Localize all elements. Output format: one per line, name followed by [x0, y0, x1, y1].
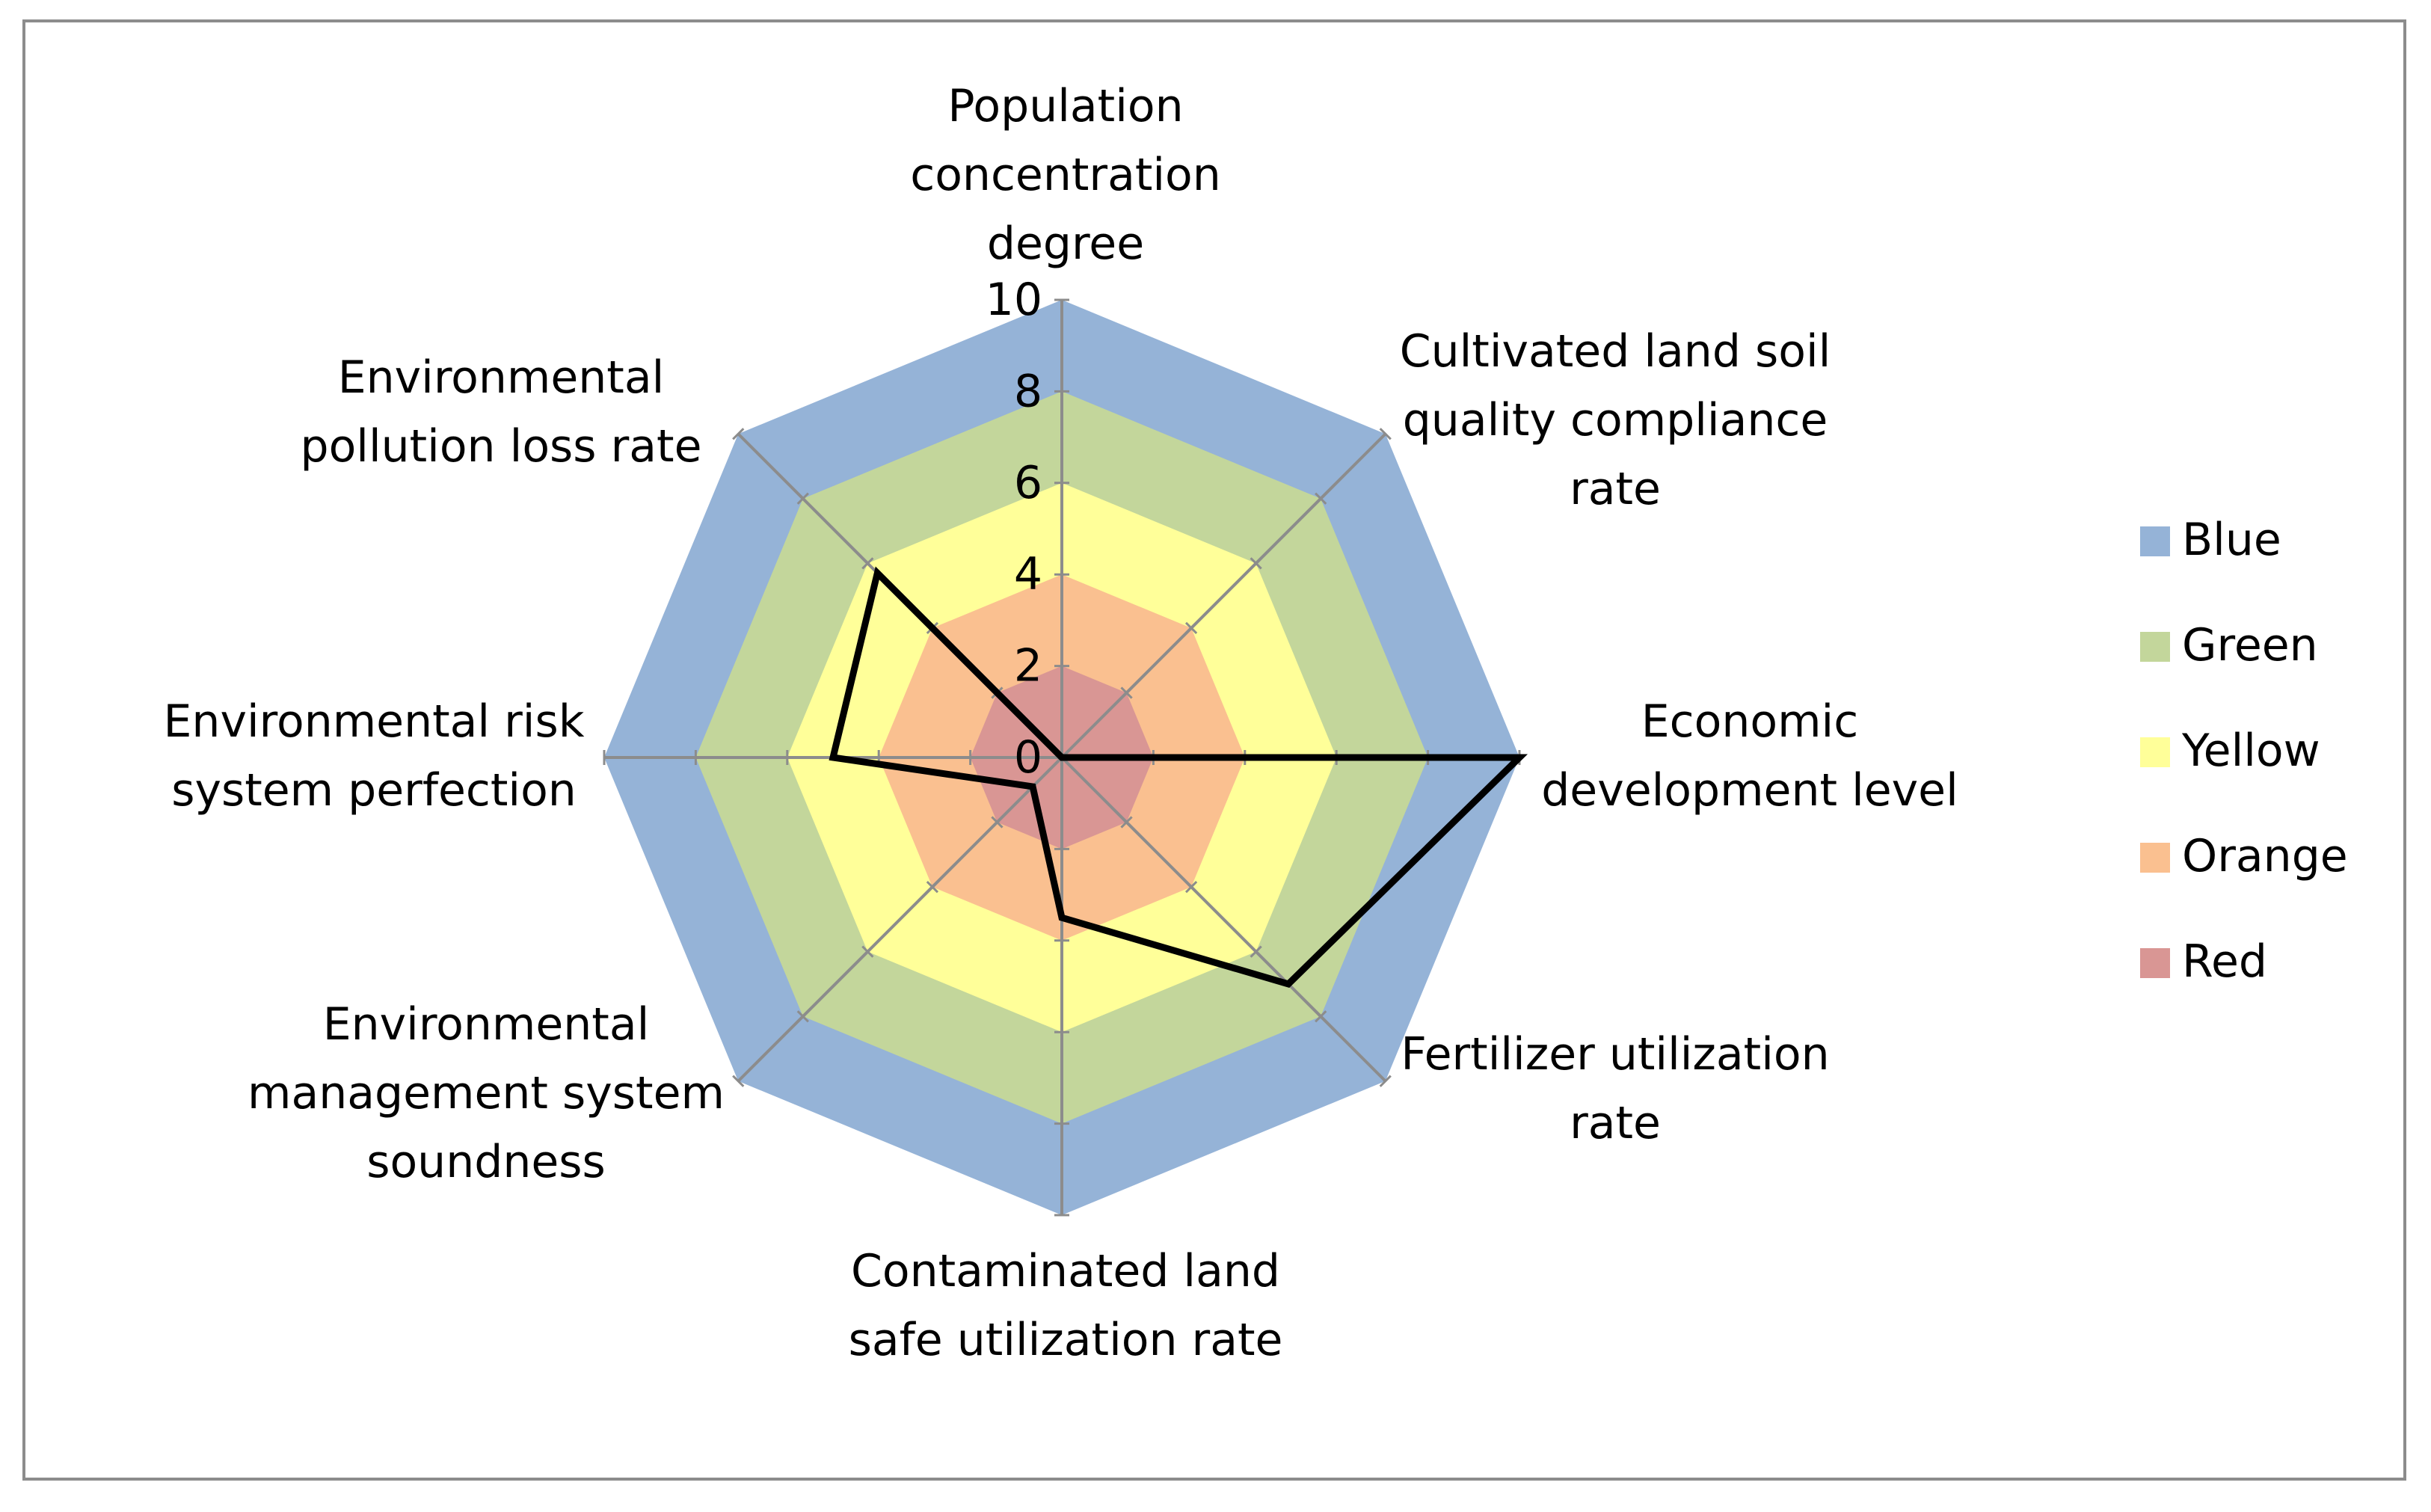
spoke-tick — [1379, 1075, 1392, 1087]
spoke-tick — [1184, 880, 1198, 894]
axis-label: Environmental — [338, 351, 665, 404]
spoke-tick — [1250, 945, 1262, 958]
axis-label: Population — [947, 80, 1183, 132]
axis-label: concentration — [910, 149, 1221, 201]
spoke-5 — [737, 756, 1063, 1083]
legend-label-blue: Blue — [2182, 514, 2281, 566]
legend-swatch-blue — [2140, 526, 2170, 556]
spoke-tick — [1184, 621, 1198, 635]
data-point-2 — [1519, 757, 1520, 758]
axis-label: Environmental risk — [164, 695, 585, 748]
tick-label-layer: 0 2 4 6 8 10 — [986, 274, 1042, 784]
axis-label: Economic — [1641, 695, 1858, 748]
legend-label-yellow: Yellow — [2181, 725, 2320, 777]
legend-label-red: Red — [2182, 935, 2267, 988]
axis-label: rate — [1570, 463, 1661, 515]
spoke-tick — [1120, 816, 1133, 829]
axis-label: management system — [248, 1067, 725, 1119]
spoke-tick — [732, 428, 745, 440]
legend-swatch-orange — [2140, 843, 2170, 873]
spoke-1 — [1060, 432, 1387, 759]
axis-label: degree — [987, 218, 1144, 270]
data-point-5 — [1032, 785, 1034, 787]
tick-label: 4 — [1014, 548, 1042, 600]
axis-label: quality compliance — [1403, 394, 1828, 446]
legend-swatch-green — [2140, 632, 2170, 662]
axis-label: rate — [1570, 1097, 1661, 1149]
spoke-tick — [796, 1010, 809, 1023]
tick-label: 6 — [1014, 457, 1042, 509]
axis-label: Cultivated land soil — [1400, 325, 1831, 378]
spoke-3 — [1060, 756, 1387, 1083]
axis-label: safe utilization rate — [849, 1314, 1283, 1366]
series-line — [829, 566, 1528, 988]
series-layer — [829, 566, 1528, 988]
spoke-tick — [732, 1075, 745, 1087]
data-point-7 — [876, 572, 879, 574]
axis-label-layer: Population concentration degree Cultivated … — [164, 80, 1958, 1366]
spoke-tick — [861, 945, 874, 958]
spoke-tick — [1379, 428, 1392, 440]
axis-label: system perfection — [171, 764, 577, 817]
axis-label: Fertilizer utilization — [1401, 1028, 1829, 1081]
spoke-tick — [991, 816, 1004, 829]
axis-label: Environmental — [323, 998, 650, 1051]
legend-swatch-red — [2140, 948, 2170, 978]
tick-label: 2 — [1014, 640, 1042, 692]
tick-label: 8 — [1014, 365, 1042, 417]
axis-label: development level — [1541, 764, 1958, 817]
legend-swatch-yellow — [2140, 737, 2170, 767]
tick-label: 0 — [1014, 731, 1042, 784]
spoke-tick — [861, 557, 874, 570]
legend-label-orange: Orange — [2182, 830, 2348, 882]
spoke-tick — [1315, 492, 1327, 505]
axis-label: Contaminated land — [851, 1245, 1280, 1297]
axis-label: pollution loss rate — [300, 420, 701, 473]
spoke-tick — [1120, 686, 1133, 699]
tick-label: 10 — [986, 274, 1042, 326]
spoke-tick — [1315, 1010, 1327, 1023]
legend-label-green: Green — [2182, 619, 2318, 672]
spoke-tick — [1250, 557, 1262, 570]
data-point-3 — [1287, 983, 1289, 985]
spoke-tick — [926, 880, 939, 894]
axis-label: soundness — [366, 1136, 606, 1188]
spoke-tick — [796, 492, 809, 505]
data-point-1 — [1061, 757, 1063, 758]
legend: Blue Green Yellow Orange Red — [2140, 514, 2348, 988]
data-point-4 — [1061, 917, 1063, 919]
data-point-6 — [832, 757, 834, 758]
